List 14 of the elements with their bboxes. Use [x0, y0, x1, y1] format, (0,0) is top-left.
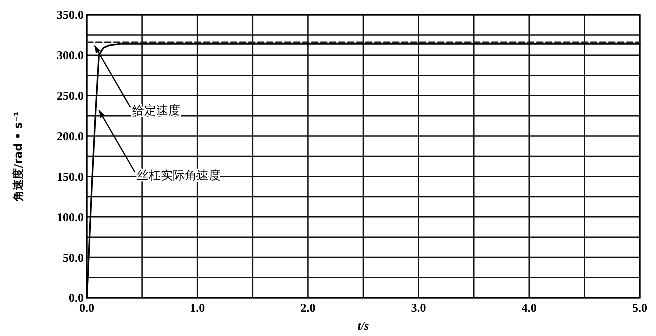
y-tick-label: 50.0	[63, 250, 84, 265]
x-tick-label: 3.0	[411, 301, 426, 315]
y-tick-label: 100.0	[57, 210, 84, 224]
y-tick-label: 250.0	[57, 89, 84, 104]
x-tick-label: 5.0	[632, 301, 648, 315]
y-tick-label: 150.0	[57, 170, 84, 184]
y-axis-title: 角速度/rad • s⁻¹	[12, 112, 25, 202]
y-tick-label: 300.0	[57, 48, 84, 63]
x-axis-title: t/s	[358, 319, 370, 333]
x-tick-label: 1.0	[190, 301, 206, 315]
y-tick-label: 350.0	[57, 8, 84, 22]
x-tick-label: 4.0	[522, 301, 537, 315]
x-tick-label: 2.0	[300, 301, 316, 315]
y-tick-label: 200.0	[57, 129, 84, 144]
